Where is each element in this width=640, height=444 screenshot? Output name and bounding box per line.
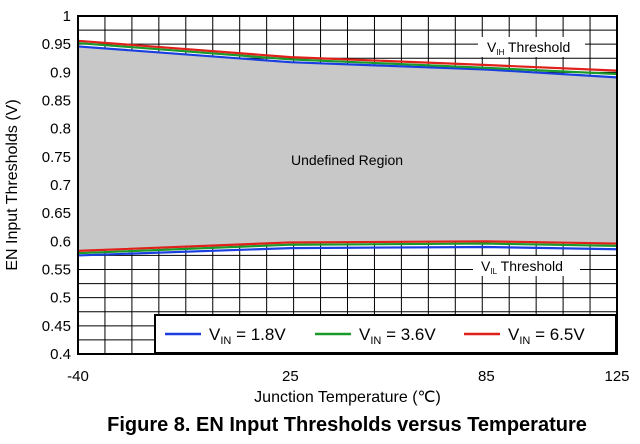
x-tick-label: -40 [67,368,89,385]
y-tick-label: 0.6 [50,233,71,250]
series-0 [77,45,618,257]
y-axis-label: EN Input Thresholds (V) [4,99,21,270]
vih-threshold-label: VIH Threshold [487,39,570,57]
y-tick-label: 0.9 [50,64,71,81]
series-2 [77,39,618,253]
y-tick-label: 0.45 [42,318,71,335]
x-tick-label: 25 [282,368,299,385]
x-tick-label: 125 [604,368,629,385]
undefined-region [78,46,617,251]
annotation-box [478,37,585,57]
region-label: Undefined Region [291,152,403,168]
legend-label-2: VIN = 6.5V [508,325,585,347]
y-tick-label: 1 [63,8,71,25]
legend-label-0: VIN = 1.8V [209,325,286,347]
series-line-vil [77,240,618,253]
legend: VIN = 1.8V VIN = 3.6V VIN = 6.5V [154,314,617,354]
legend-box [154,314,617,354]
series-line-vil [77,242,618,255]
x-axis-label: Junction Temperature (℃) [254,389,441,406]
y-tick-label: 0.8 [50,121,71,138]
y-tick-label: 0.4 [50,346,71,363]
y-tick-label: 0.85 [42,93,71,110]
annotation-box [473,256,580,276]
y-tick-label: 0.95 [42,36,71,53]
figure-caption: Figure 8. EN Input Thresholds versus Tem… [107,414,587,436]
series-line-vih [77,39,618,72]
legend-label-1: VIN = 3.6V [359,325,436,347]
series-line-vih [77,41,618,76]
y-tick-label: 0.75 [42,149,71,166]
series-1 [77,41,618,255]
x-tick-label: 85 [478,368,495,385]
series-line-vil [77,245,618,257]
y-tick-label: 0.55 [42,262,71,279]
y-tick-label: 0.7 [50,177,71,194]
series-line-vih [77,45,618,79]
y-tick-label: 0.65 [42,205,71,222]
y-tick-label: 0.5 [50,290,71,307]
vil-threshold-label: VIL Threshold [481,258,563,276]
